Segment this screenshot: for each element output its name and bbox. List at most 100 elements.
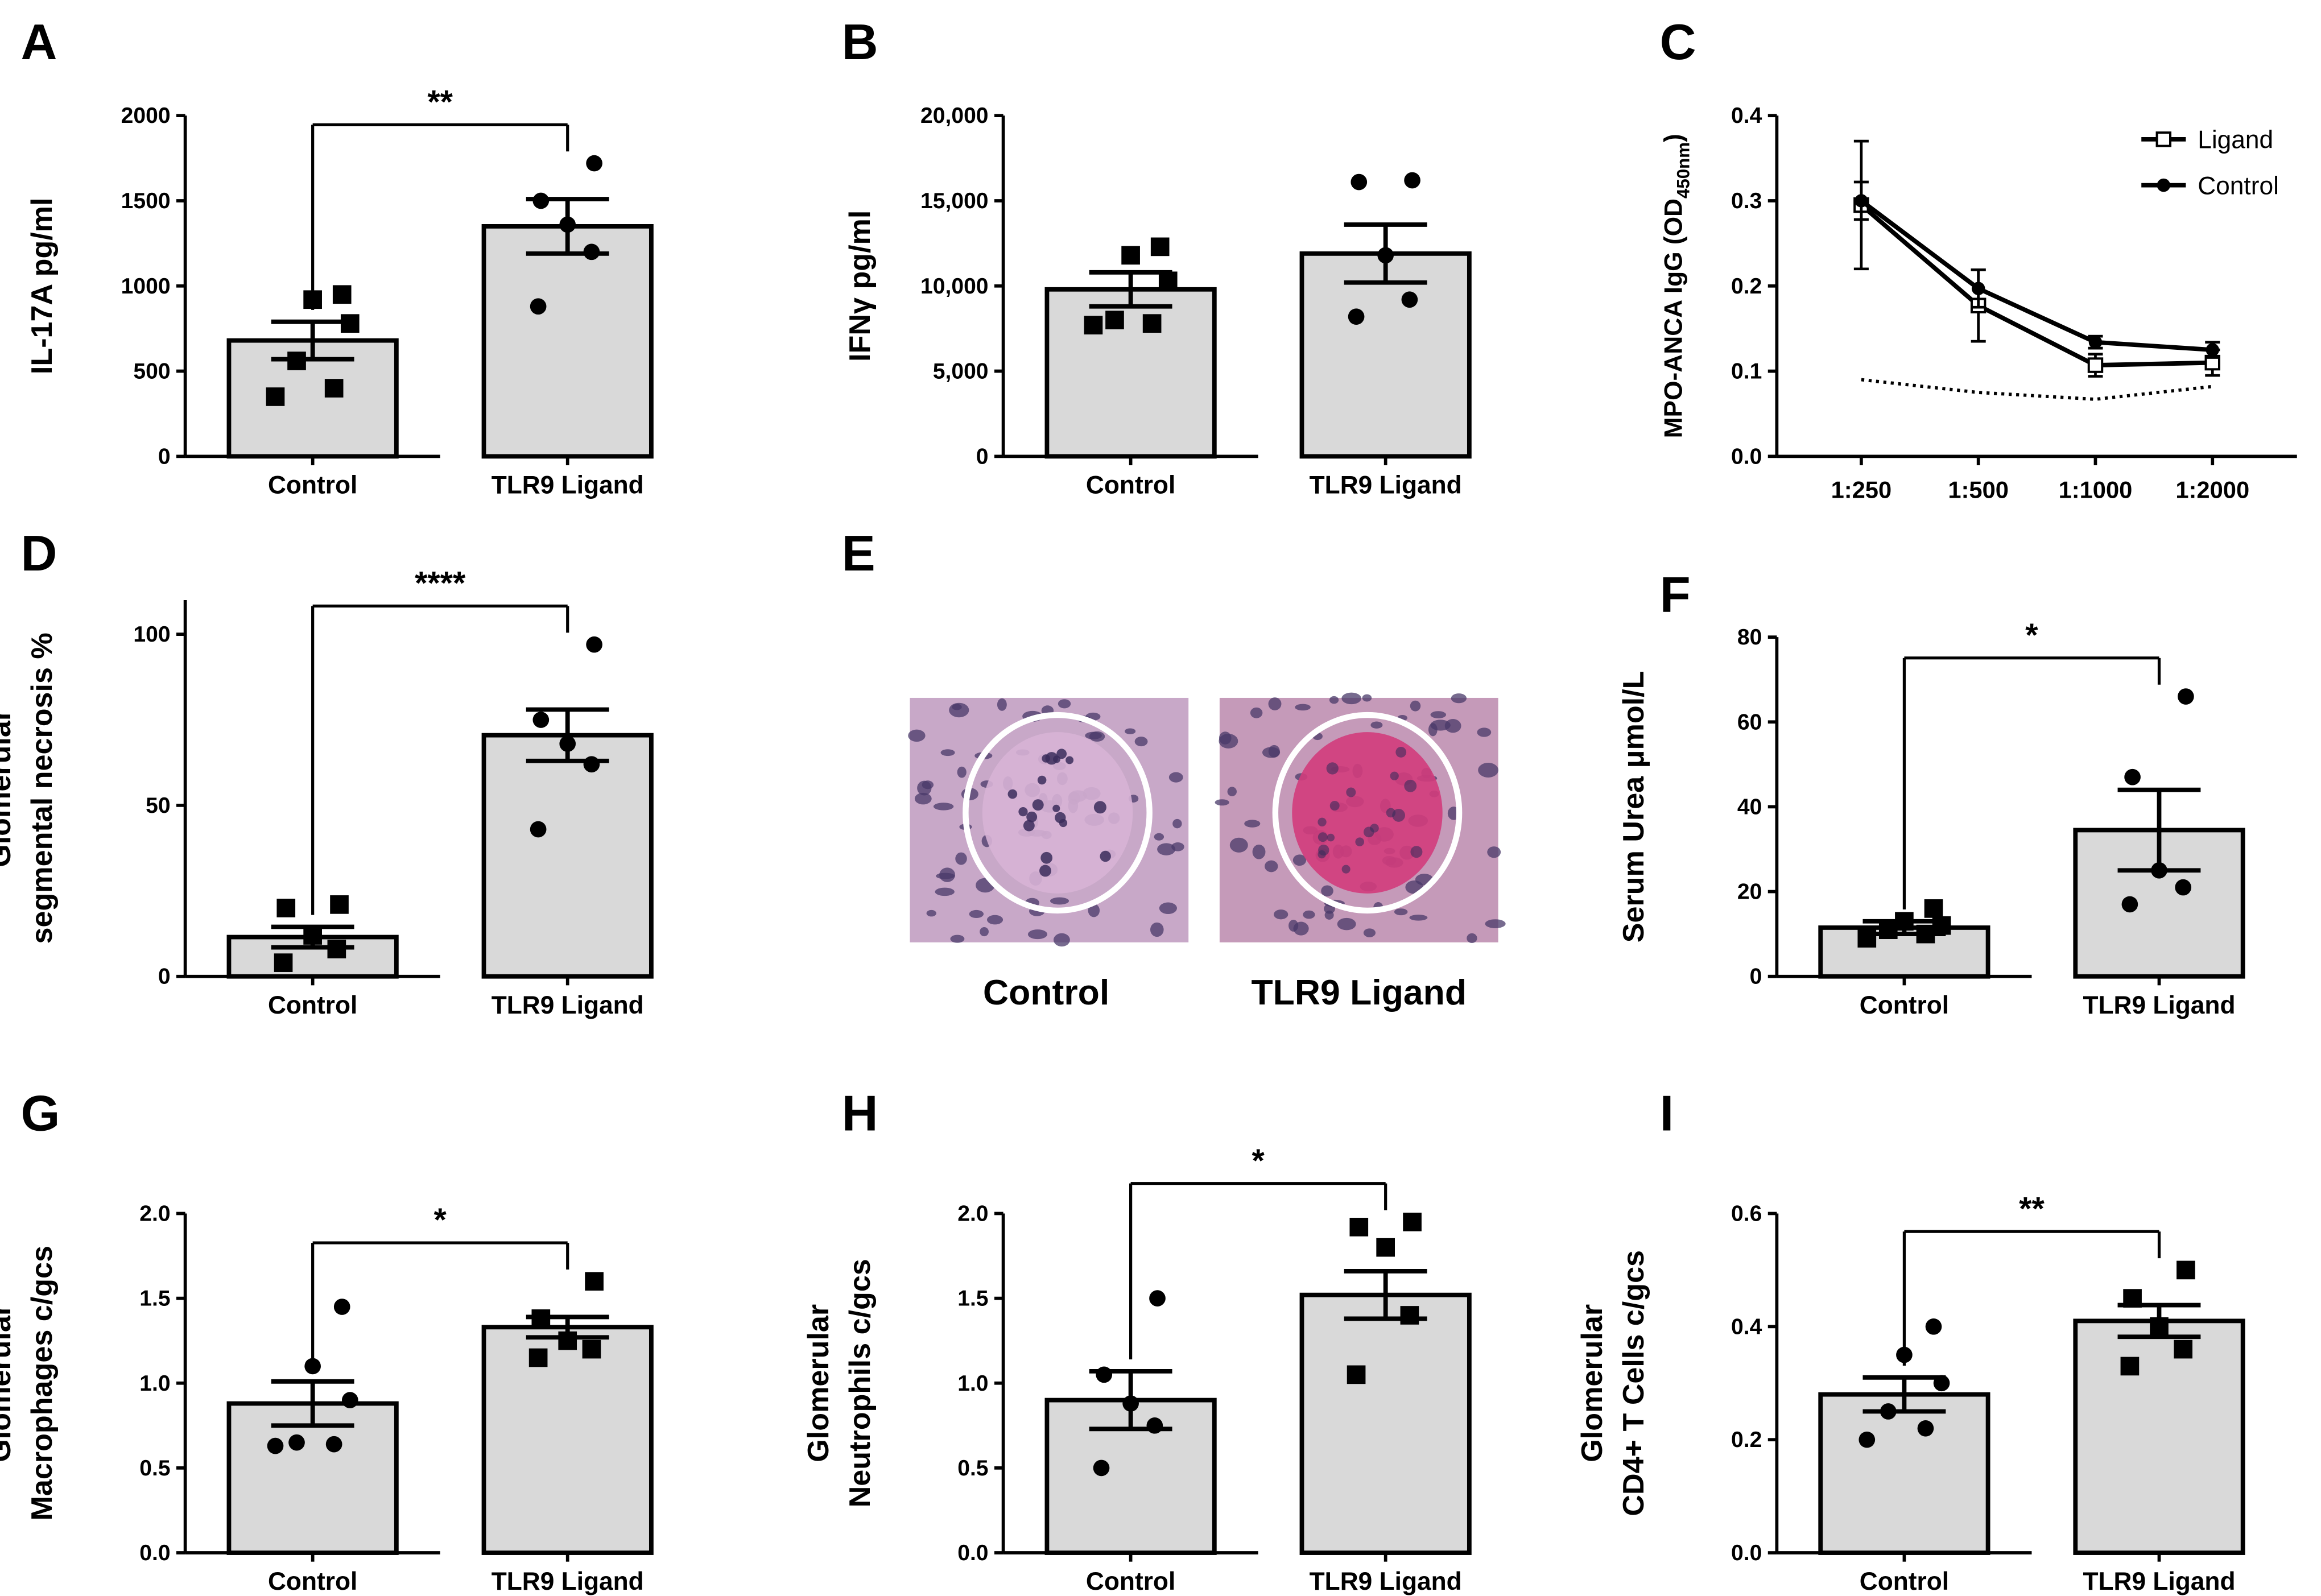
cell-nucleus <box>940 749 955 756</box>
glomerular-nucleus <box>1040 851 1053 864</box>
cell-nucleus <box>1027 929 1048 940</box>
data-point <box>528 1348 548 1367</box>
legend-label: Ligand <box>2198 126 2273 154</box>
glomerular-nucleus <box>1007 789 1018 799</box>
x-tick-label: Control <box>1860 991 1949 1019</box>
glomerular-nucleus <box>1370 824 1379 833</box>
y-tick-label: 20 <box>1737 880 1762 904</box>
data-point <box>2150 1317 2169 1336</box>
y-axis-label: Glomerular <box>0 1304 17 1462</box>
y-tick-label: 0.0 <box>139 1541 170 1565</box>
bar-group-tlr9-ligand <box>481 1272 654 1555</box>
data-point <box>1142 314 1162 333</box>
data-point <box>2087 357 2104 373</box>
y-tick-label: 0.5 <box>957 1456 988 1481</box>
data-point <box>1122 1395 1139 1412</box>
data-point <box>1401 291 1418 308</box>
glomerular-nucleus <box>1318 850 1326 859</box>
cell-nucleus <box>1050 897 1069 905</box>
glomerular-nucleus <box>1065 756 1074 764</box>
glomerular-nucleus <box>1346 787 1356 797</box>
significance-label: * <box>1252 1143 1265 1179</box>
data-point <box>1348 308 1365 325</box>
cell-nucleus <box>1268 697 1282 710</box>
data-point <box>586 636 602 653</box>
cell-nucleus <box>950 935 965 943</box>
data-point <box>530 821 547 838</box>
y-tick-label: 0.0 <box>1731 444 1762 469</box>
data-point <box>1932 916 1951 935</box>
y-tick-label: 0.6 <box>1731 1202 1762 1226</box>
y-axis-label: Neutrophils c/gcs <box>844 1259 877 1507</box>
y-tick-label: 10,000 <box>920 274 988 299</box>
y-tick-label: 0.2 <box>1731 1428 1762 1452</box>
x-tick-label: Control <box>268 471 357 499</box>
bowman-capsule <box>1272 712 1463 914</box>
y-tick-label: 0.1 <box>1731 359 1762 384</box>
data-point <box>1880 1403 1897 1420</box>
x-tick-label: 1:2000 <box>2175 476 2249 503</box>
data-point <box>1855 194 1868 208</box>
cell-nucleus <box>1252 844 1266 859</box>
data-point <box>583 756 600 773</box>
bowman-capsule <box>963 712 1153 914</box>
cell-nucleus <box>1295 704 1311 711</box>
significance-label: ** <box>2019 1190 2045 1227</box>
cell-nucleus <box>1168 772 1183 783</box>
legend-marker <box>2155 131 2172 147</box>
data-point <box>1150 237 1170 257</box>
micrograph-label: Control <box>983 973 1109 1012</box>
cell-nucleus <box>1477 727 1492 737</box>
cell-nucleus <box>1288 919 1299 932</box>
panel-letter-i: I <box>1660 1085 1674 1142</box>
glomerular-nucleus <box>1395 747 1407 758</box>
cell-nucleus <box>1157 843 1176 855</box>
legend-label: Control <box>2198 172 2279 200</box>
y-tick-label: 0 <box>158 965 171 989</box>
bar-group-tlr9-ligand <box>2073 1260 2245 1555</box>
data-point <box>1377 247 1394 264</box>
bar-group-tlr9-ligand <box>1299 1213 1472 1555</box>
cell-nucleus <box>914 792 932 805</box>
y-tick-label: 0.4 <box>1731 104 1762 128</box>
y-axis-label: segmental necrosis % <box>26 632 59 944</box>
data-point <box>327 940 346 958</box>
data-point <box>1351 173 1368 191</box>
y-tick-label: 15,000 <box>920 189 988 213</box>
data-point <box>276 899 296 917</box>
legend: Ligand Control <box>2141 126 2279 200</box>
panel-i: I 0.0 0.2 0.4 0.6 Control TLR9 Ligand Glomerula… <box>1576 1085 2245 1595</box>
data-point <box>559 735 576 752</box>
bar-group-tlr9-ligand <box>1299 172 1472 459</box>
data-point <box>1878 920 1898 939</box>
cell-nucleus <box>1125 728 1136 734</box>
cell-nucleus <box>1487 846 1501 858</box>
data-point <box>2088 335 2103 349</box>
data-point <box>1347 1365 1366 1384</box>
series-line <box>1860 203 2213 367</box>
data-point <box>325 1436 342 1453</box>
bar-group-control <box>226 285 399 459</box>
panel-c: C 0.0 0.1 0.2 0.3 0.4 1:250 1:500 1:1000 1:2000 MP… <box>1660 14 2297 503</box>
significance-label: * <box>434 1202 447 1238</box>
cell-nucleus <box>1250 707 1263 718</box>
y-tick-label: 5,000 <box>933 359 989 384</box>
glomerular-nucleus <box>1410 846 1423 858</box>
data-point <box>530 298 547 315</box>
cell-nucleus <box>1085 731 1102 739</box>
y-tick-label: 2.0 <box>139 1202 170 1226</box>
x-tick-label: TLR9 Ligand <box>492 471 644 499</box>
cell-nucleus <box>935 887 955 896</box>
cell-nucleus <box>1088 904 1100 917</box>
cell-nucleus <box>1363 928 1376 937</box>
glomerular-nucleus <box>1055 812 1066 824</box>
cell-nucleus <box>1053 933 1070 947</box>
cell-nucleus <box>986 915 1003 925</box>
cell-nucleus <box>908 729 926 742</box>
data-point <box>1121 246 1140 265</box>
data-point <box>1146 1417 1163 1434</box>
y-tick-label: 0 <box>1750 965 1762 989</box>
data-point <box>2151 862 2167 879</box>
y-tick-label: 0.4 <box>1731 1314 1762 1339</box>
data-point <box>2177 1260 2195 1280</box>
